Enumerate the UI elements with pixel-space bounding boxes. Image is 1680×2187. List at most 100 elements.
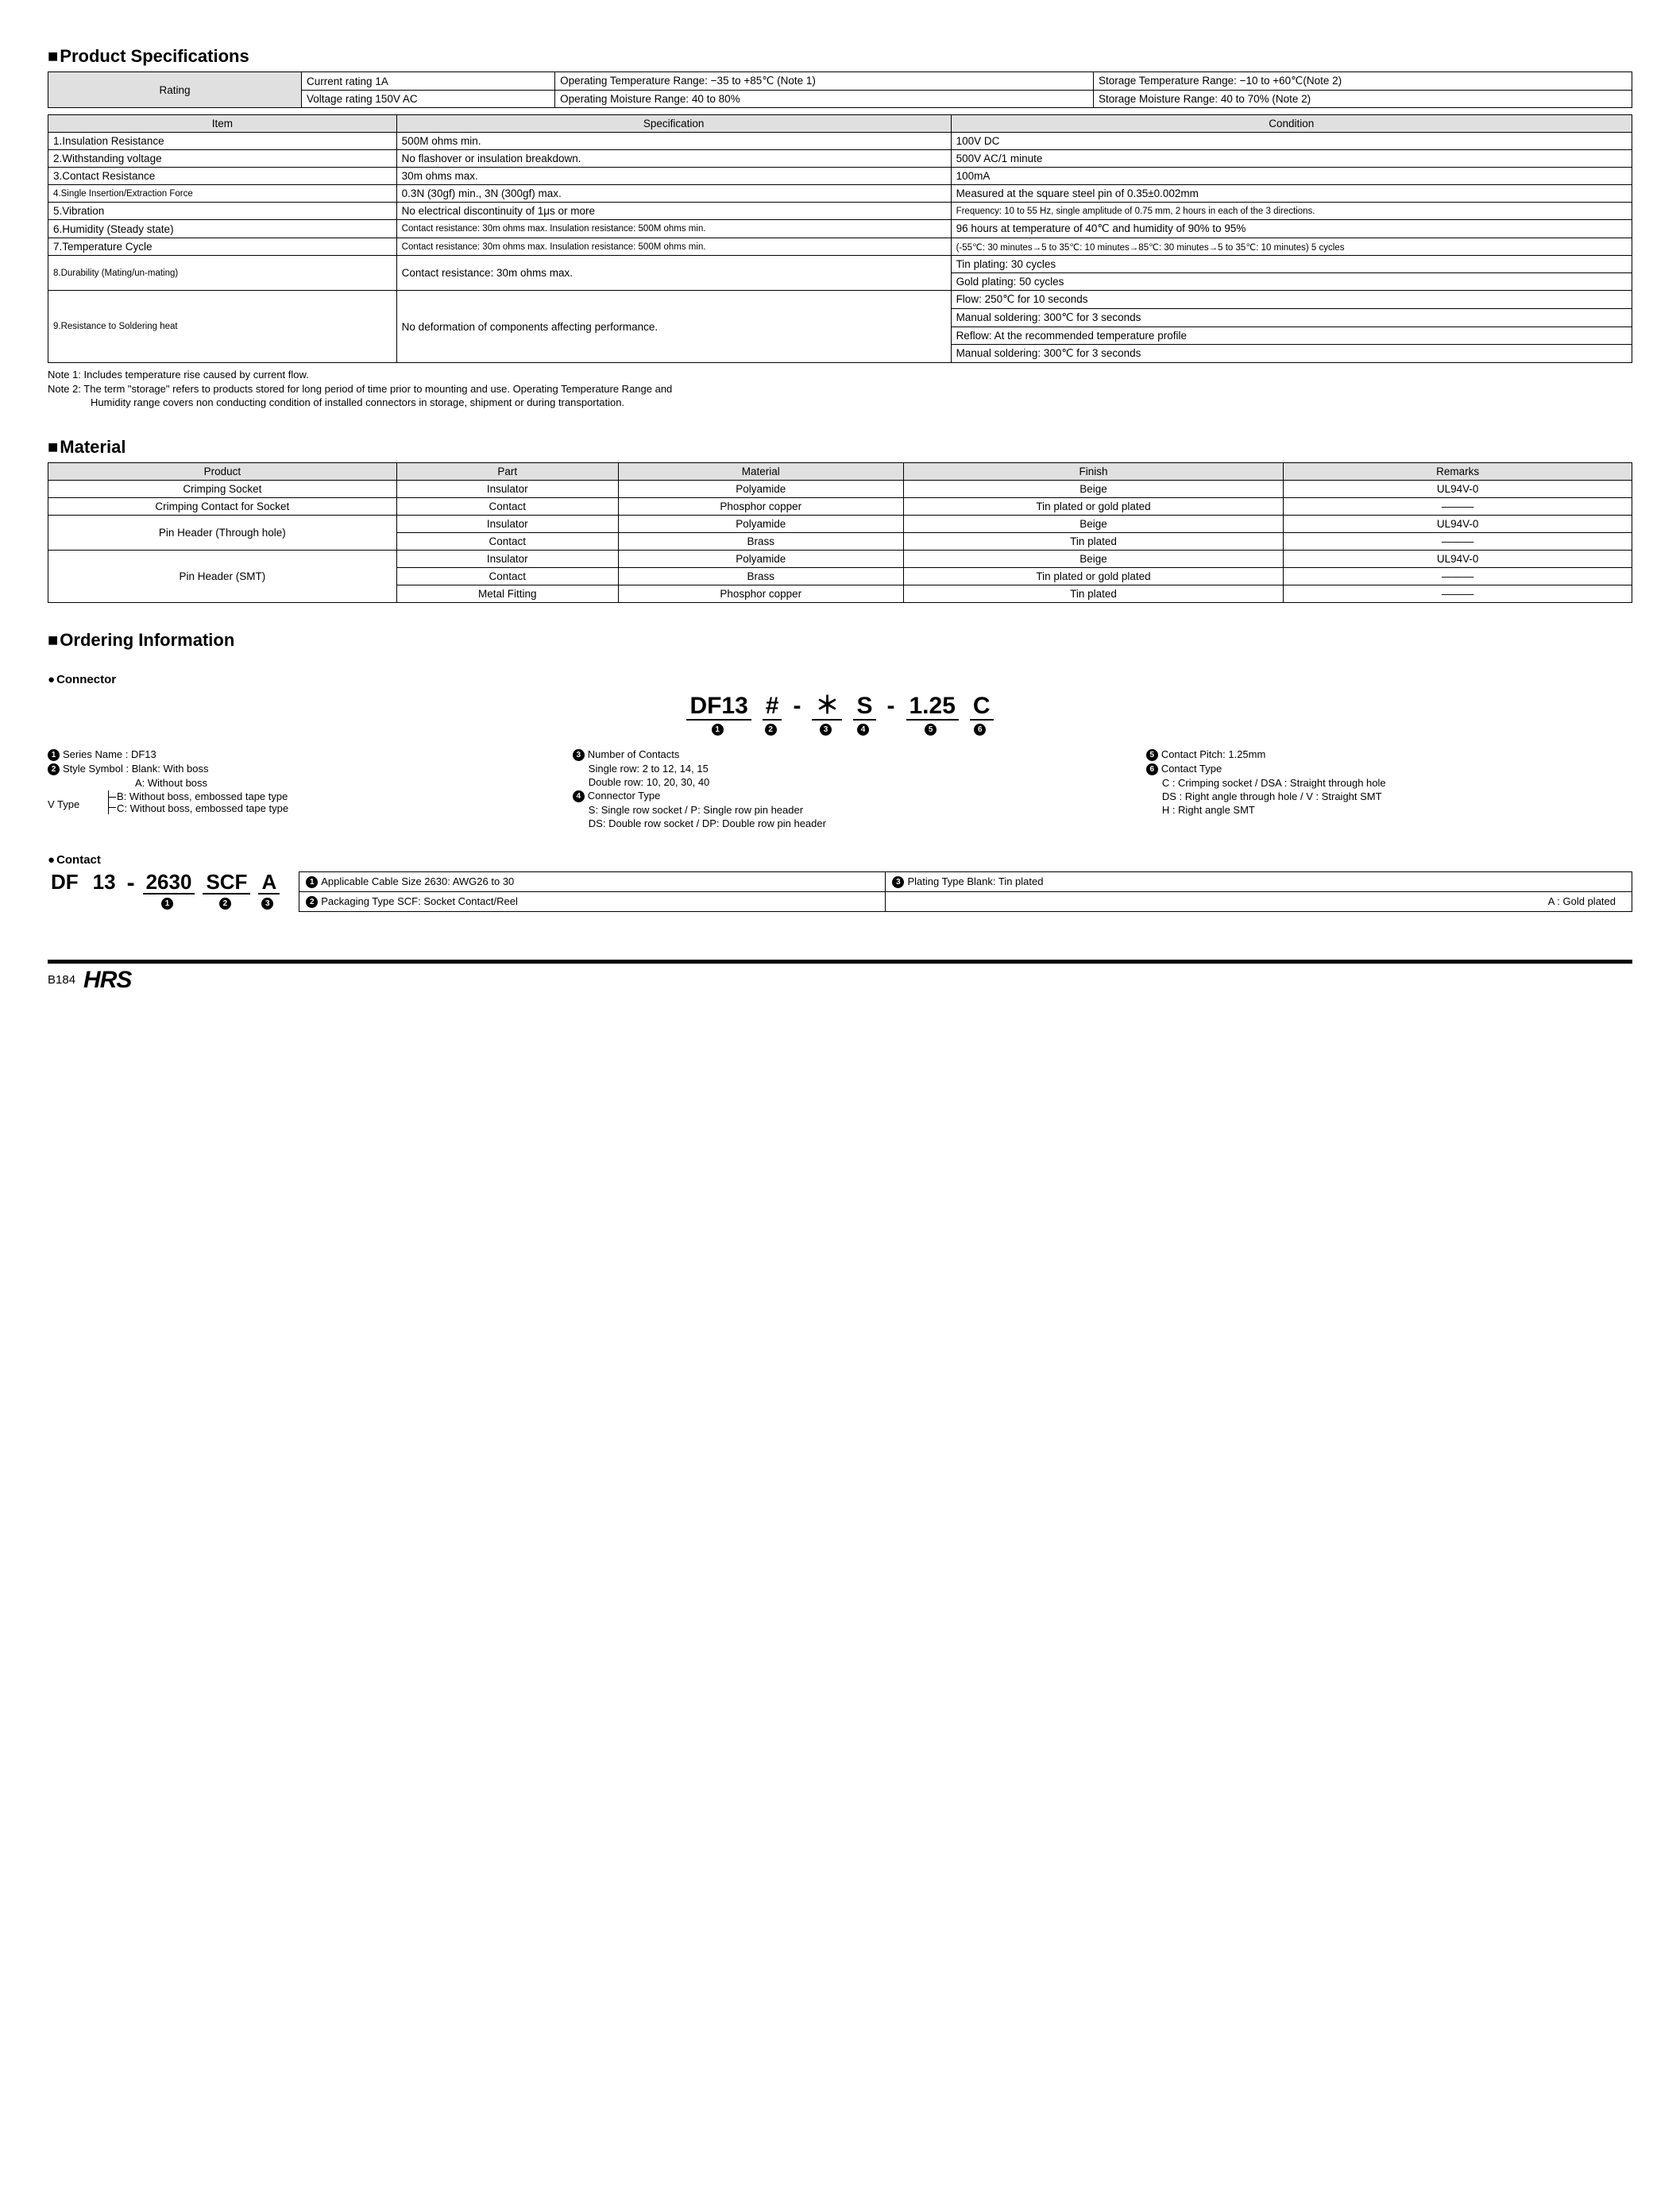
dur-item: 8.Durability (Mating/un-mating) (53, 269, 178, 278)
pc2-s3: SCF (203, 871, 250, 895)
spec-cond: Frequency: 10 to 55 Hz, single amplitude… (951, 203, 1632, 220)
spec-spec: No electrical discontinuity of 1μs or mo… (396, 203, 951, 220)
circ-c1: 1 (161, 898, 173, 910)
mat-r4-mat: Brass (618, 532, 903, 550)
ord-l4: Connector Type (588, 790, 661, 802)
mat-r1-part: Insulator (396, 480, 618, 497)
ordering-grid: 1Series Name : DF13 2Style Symbol : Blan… (48, 747, 1632, 831)
spec-item: 6.Humidity (Steady state) (48, 220, 397, 238)
rating-optemp: Operating Temperature Range: −35 to +85℃… (560, 75, 816, 87)
ord-l2a: A: Without boss (135, 777, 207, 789)
mat-r4-part: Contact (396, 532, 618, 550)
mat-r5-part: Insulator (396, 550, 618, 567)
spec-cond: Measured at the square steel pin of 0.35… (951, 185, 1632, 203)
spec-spec: Contact resistance: 30m ohms max. Insula… (396, 238, 951, 256)
ord-l2b: B: Without boss, embossed tape type (117, 790, 558, 802)
spec-h-item: Item (212, 118, 233, 129)
mat-r2-fin: Tin plated or gold plated (903, 497, 1284, 515)
mat-r7-fin: Tin plated (903, 585, 1284, 602)
mat-h-finish: Finish (1079, 466, 1108, 477)
sold-item: 9.Resistance to Soldering heat (53, 322, 178, 331)
pc1-s1: DF13 (686, 694, 751, 721)
partcode-connector: DF131 #2 - ＊3 S4 - 1.255 C6 (48, 694, 1632, 736)
pc1-dash2: - (887, 694, 895, 718)
ord-vtype: V Type (48, 798, 79, 810)
spec-cond: (-55℃: 30 minutes→5 to 35℃: 10 minutes→8… (951, 238, 1632, 256)
mat-r5-mat: Polyamide (618, 550, 903, 567)
circ-4b: 4 (573, 790, 585, 802)
pc2-s1: 13 (90, 871, 119, 893)
ord-l6c: H : Right angle SMT (1162, 804, 1255, 816)
section-title-spec: Product Specifications (48, 46, 1632, 67)
ord-l2c: C: Without boss, embossed tape type (117, 802, 558, 814)
note-1: Note 1: Includes temperature rise caused… (48, 368, 1632, 382)
pc1-s4: S (853, 694, 875, 721)
pc1-s2: # (763, 694, 782, 721)
circ-5b: 5 (1146, 749, 1158, 761)
mat-r6-fin: Tin plated or gold plated (903, 567, 1284, 585)
ord-l6b: DS : Right angle through hole / V : Stra… (1162, 790, 1382, 802)
mat-r5-prod: Pin Header (SMT) (48, 550, 397, 602)
mat-r7-rem: ——— (1284, 585, 1632, 602)
spec-spec: 30m ohms max. (396, 168, 951, 185)
spec-cond: 100V DC (951, 133, 1632, 150)
mat-r5-rem: UL94V-0 (1284, 550, 1632, 567)
contact-table: 1Applicable Cable Size 2630: AWG26 to 30… (299, 871, 1632, 912)
pc2-dash: - (127, 871, 135, 895)
rating-table: Rating Current rating 1A Operating Tempe… (48, 71, 1632, 108)
rating-opmoist: Operating Moisture Range: 40 to 80% (560, 93, 740, 105)
mat-h-material: Material (742, 466, 780, 477)
ord-l1: Series Name : DF13 (63, 748, 156, 760)
spec-item: 7.Temperature Cycle (48, 238, 397, 256)
note-2b: Humidity range covers non conducting con… (48, 396, 1632, 410)
spec-spec: 500M ohms min. (396, 133, 951, 150)
circ-4: 4 (857, 724, 869, 736)
spec-item: 3.Contact Resistance (48, 168, 397, 185)
sold-c4: Manual soldering: 300℃ for 3 seconds (956, 347, 1141, 359)
material-table: Product Part Material Finish Remarks Cri… (48, 462, 1632, 603)
dur-c1: Tin plating: 30 cycles (956, 258, 1056, 270)
ct-c2: Packaging Type SCF: Socket Contact/Reel (321, 895, 518, 907)
mat-r2-prod: Crimping Contact for Socket (48, 497, 397, 515)
pc1-s5: 1.25 (906, 694, 959, 721)
circ-3: 3 (820, 724, 832, 736)
mat-h-product: Product (204, 466, 241, 477)
circ-6b: 6 (1146, 763, 1158, 775)
mat-r1-prod: Crimping Socket (48, 480, 397, 497)
rating-stmoist: Storage Moisture Range: 40 to 70% (Note … (1099, 93, 1311, 105)
spec-h-spec: Specification (643, 118, 705, 129)
subhead-contact: Contact (48, 853, 1632, 867)
ord-l6: Contact Type (1161, 763, 1222, 775)
pc1-dash1: - (793, 694, 801, 718)
rating-voltage: Voltage rating 150V AC (307, 93, 418, 105)
spec-spec: 0.3N (30gf) min., 3N (300gf) max. (396, 185, 951, 203)
ord-l4a: S: Single row socket / P: Single row pin… (589, 804, 803, 816)
pc1-s6: C (970, 694, 994, 721)
ord-l2: Style Symbol : Blank: With boss (63, 763, 209, 775)
mat-r6-rem: ——— (1284, 567, 1632, 585)
spec-table: Item Specification Condition 1.Insulatio… (48, 114, 1632, 363)
sold-c3: Reflow: At the recommended temperature p… (956, 330, 1187, 342)
mat-r2-part: Contact (396, 497, 618, 515)
mat-h-part: Part (497, 466, 517, 477)
circ-6: 6 (974, 724, 986, 736)
mat-r6-mat: Brass (618, 567, 903, 585)
mat-r1-mat: Polyamide (618, 480, 903, 497)
circ-ct1: 1 (306, 876, 318, 888)
ord-l6a: C : Crimping socket / DSA : Straight thr… (1162, 777, 1386, 789)
ct-c3a: Plating Type Blank: Tin plated (907, 875, 1043, 887)
mat-r2-rem: ——— (1284, 497, 1632, 515)
sold-c2: Manual soldering: 300℃ for 3 seconds (956, 311, 1141, 323)
sold-c1: Flow: 250℃ for 10 seconds (956, 293, 1088, 305)
dur-c2: Gold plating: 50 cycles (956, 276, 1064, 288)
mat-r3-prod: Pin Header (Through hole) (48, 515, 397, 550)
circ-1: 1 (712, 724, 724, 736)
circ-3b: 3 (573, 749, 585, 761)
mat-r7-mat: Phosphor copper (618, 585, 903, 602)
partcode-contact: DF 13 - 26301 SCF2 A3 (48, 871, 280, 910)
mat-r6-part: Contact (396, 567, 618, 585)
hrs-logo: HRS (83, 967, 131, 994)
ord-l4b: DS: Double row socket / DP: Double row p… (589, 817, 826, 829)
mat-r2-mat: Phosphor copper (618, 497, 903, 515)
mat-r1-fin: Beige (903, 480, 1284, 497)
